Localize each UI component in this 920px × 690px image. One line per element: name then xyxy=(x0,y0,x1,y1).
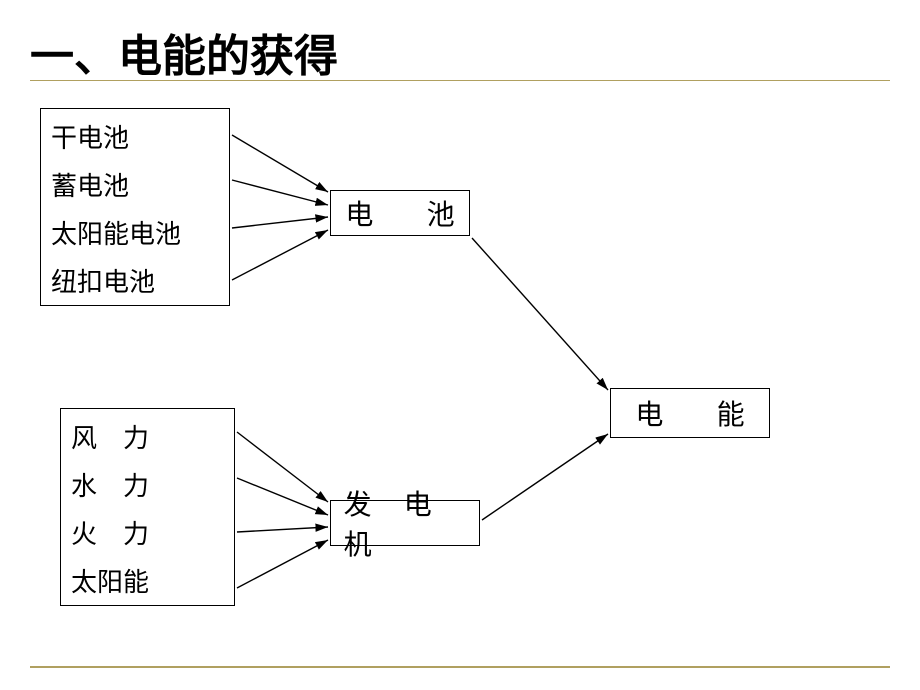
node-electric-energy: 电 能 xyxy=(610,388,770,438)
node-battery: 电 池 xyxy=(330,190,470,236)
arrow xyxy=(237,540,328,588)
list-item: 太阳能电池 xyxy=(51,211,219,259)
sources-box-batteries: 干电池蓄电池太阳能电池纽扣电池 xyxy=(40,108,230,306)
list-item: 蓄电池 xyxy=(51,163,219,211)
node-generator-label: 发 电 机 xyxy=(344,483,479,563)
arrow xyxy=(232,230,328,280)
node-battery-label: 电 池 xyxy=(345,193,467,233)
list-item: 风 力 xyxy=(71,415,224,463)
page-title: 一、电能的获得 xyxy=(30,20,338,84)
list-item: 太阳能 xyxy=(71,559,224,607)
arrow xyxy=(232,180,328,205)
footer-rule xyxy=(30,666,890,668)
slide: 一、电能的获得 干电池蓄电池太阳能电池纽扣电池 风 力水 力火 力太阳能 电 池… xyxy=(0,0,920,690)
title-underline xyxy=(30,80,890,81)
list-item: 纽扣电池 xyxy=(51,259,219,307)
arrow xyxy=(482,434,608,520)
arrow xyxy=(237,432,328,502)
arrow xyxy=(472,238,608,390)
list-item: 干电池 xyxy=(51,115,219,163)
node-electric-energy-label: 电 能 xyxy=(635,393,757,433)
arrow xyxy=(232,217,328,228)
arrow xyxy=(237,478,328,515)
sources-box-generation: 风 力水 力火 力太阳能 xyxy=(60,408,235,606)
node-generator: 发 电 机 xyxy=(330,500,480,546)
list-item: 水 力 xyxy=(71,463,224,511)
arrow xyxy=(237,527,328,532)
arrow xyxy=(232,135,328,192)
list-item: 火 力 xyxy=(71,511,224,559)
